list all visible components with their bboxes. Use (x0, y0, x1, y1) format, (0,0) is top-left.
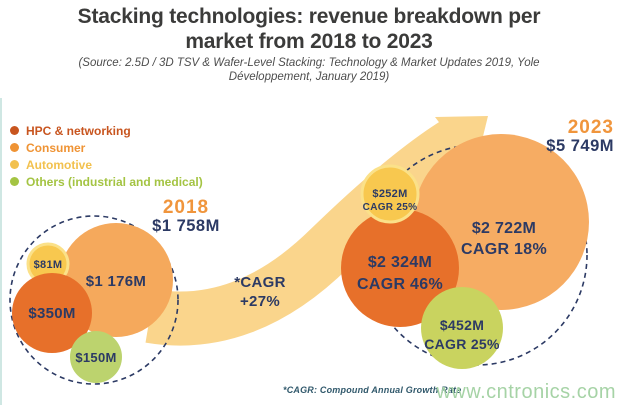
year-2018: 2018 (162, 197, 210, 218)
cluster-2018-outline (9, 215, 179, 385)
bubble-2018-others-industrial-and-medical (70, 331, 122, 383)
bubble-label-2018-hpc-networking: $350M (28, 305, 75, 322)
cagr-footnote: *CAGR: Compound Annual Growth Rate (283, 385, 462, 395)
source-note: (Source: 2.5D / 3D TSV & Wafer-Level Sta… (78, 57, 540, 84)
legend-item-consumer: Consumer (10, 139, 203, 156)
growth-arrow (145, 119, 473, 346)
legend-item-others-industrial-and-medical: Others (industrial and medical) (10, 173, 203, 190)
year-label-2018: 2018 $1 758M (140, 198, 232, 235)
year-2023: 2023 (567, 117, 614, 138)
legend-item-hpc-networking: HPC & networking (10, 122, 203, 139)
bubble-label-2023-others-industrial-and-medical-cagr: CAGR 25% (424, 336, 500, 352)
legend-item-label: Consumer (26, 140, 86, 155)
bubble-label-2023-hpc-networking-cagr: CAGR 46% (357, 276, 443, 293)
bubble-label-2023-consumer-cagr: CAGR 18% (461, 241, 547, 258)
bubble-label-2023-others-industrial-and-medical: $452M (440, 317, 484, 333)
bubble-label-2018-automotive: $81M (34, 259, 63, 271)
legend-bullet-icon (10, 177, 19, 186)
year-label-2023: 2023 $5 749M (522, 118, 614, 155)
page-title: Stacking technologies: revenue breakdown… (77, 5, 541, 53)
legend-bullet-icon (10, 126, 19, 135)
watermark: www.cntronics.com (436, 381, 616, 403)
bubble-2018-hpc-networking (12, 273, 92, 353)
legend-item-label: HPC & networking (26, 123, 131, 138)
legend-item-label: Automotive (26, 157, 92, 172)
bubble-2023-hpc-networking (341, 209, 459, 327)
bubble-label-2018-consumer: $1 176M (86, 273, 146, 290)
legend-item-label: Others (industrial and medical) (26, 174, 203, 189)
left-edge-divider (0, 98, 2, 405)
bubble-label-2018-others-industrial-and-medical: $150M (75, 350, 116, 365)
bubble-2023-automotive (360, 164, 420, 224)
bubble-layer (12, 134, 589, 383)
total-2023: $5 749M (546, 136, 614, 155)
legend-bullet-icon (10, 160, 19, 169)
bubble-label-2023-hpc-networking: $2 324M (368, 254, 432, 271)
total-2018: $1 758M (152, 216, 220, 235)
bubble-label-2023-automotive: $252M (372, 188, 407, 200)
bubble-label-2023-consumer: $2 722M (472, 220, 536, 237)
legend: HPC & networking Consumer Automotive Others… (10, 122, 203, 190)
bubble-label-2023-automotive-cagr: CAGR 25% (363, 202, 418, 213)
legend-bullet-icon (10, 143, 19, 152)
bubble-2023-others-industrial-and-medical (421, 287, 503, 369)
bubble-label-layer: $1 176M $81M $350M $150M $2 722M CAGR 18% $2 3… (28, 188, 547, 365)
cagr-arrow-label: *CAGR +27% (234, 274, 286, 310)
legend-item-automotive: Automotive (10, 156, 203, 173)
